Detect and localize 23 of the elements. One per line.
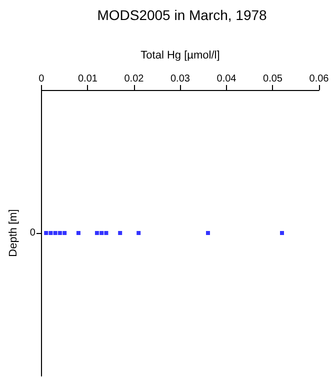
point: [136, 231, 141, 235]
point: [206, 231, 210, 235]
x-tick-label: 0.02: [124, 74, 144, 84]
x-tick-label: 0.04: [216, 74, 237, 84]
point: [94, 231, 99, 235]
x-tick-label: 0: [38, 74, 45, 84]
x-tick-label: 0.06: [309, 74, 330, 84]
x-axis-title: Total Hg [µmol/l]: [140, 50, 220, 62]
point: [62, 231, 67, 235]
point: [118, 231, 122, 235]
point: [100, 231, 104, 235]
point: [48, 231, 53, 235]
x-tick-label: 0.01: [78, 74, 98, 84]
x-tick-label: 0.05: [263, 74, 283, 84]
point: [76, 231, 80, 235]
point: [104, 231, 108, 235]
point: [44, 231, 48, 235]
point: [280, 231, 284, 235]
chart-title: MODS2005 in March, 1978: [97, 7, 268, 23]
x-tick-label: 0.03: [170, 74, 190, 84]
y-axis-title: Depth [m]: [8, 209, 20, 257]
point: [58, 231, 62, 235]
point: [53, 231, 58, 235]
